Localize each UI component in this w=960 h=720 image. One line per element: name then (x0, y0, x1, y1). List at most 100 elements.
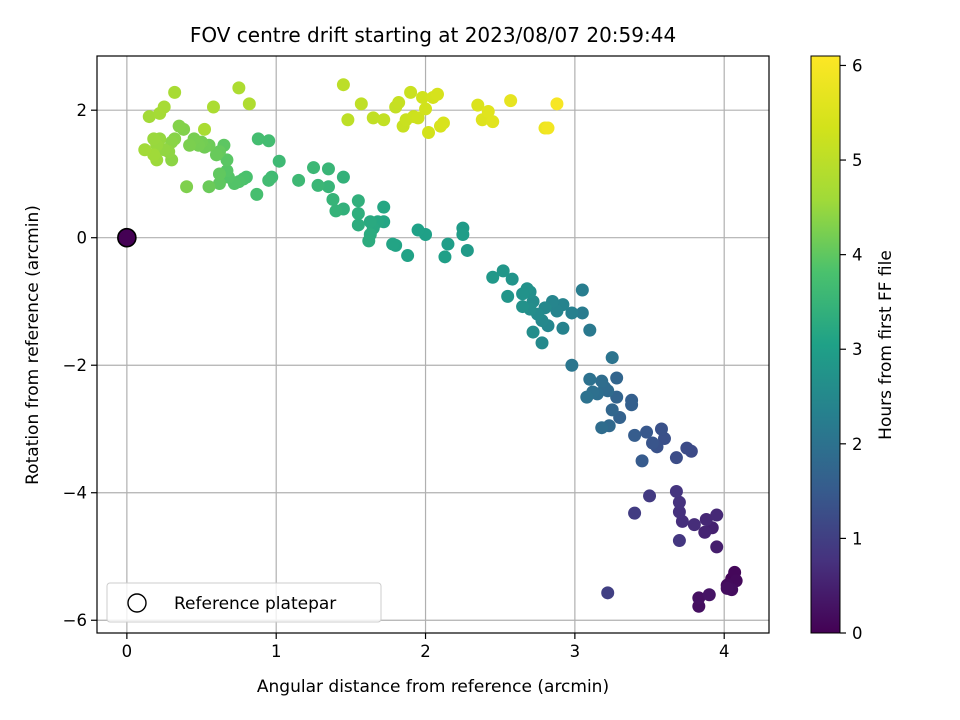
data-point (351, 218, 365, 232)
data-point (138, 143, 152, 157)
data-point (583, 323, 597, 337)
data-point (605, 403, 619, 417)
data-point (430, 87, 444, 101)
y-axis-ticks: −6 −4 −2 0 2 (63, 101, 97, 630)
data-point (601, 586, 615, 600)
data-point (354, 97, 368, 111)
data-point (460, 243, 474, 257)
data-point (416, 90, 430, 104)
data-point (341, 113, 355, 127)
data-point (516, 287, 530, 301)
data-point (251, 132, 265, 146)
data-point (441, 237, 455, 251)
reference-point-marker (117, 227, 137, 248)
data-point (628, 506, 642, 520)
data-point (419, 102, 433, 116)
colorbar-tick-label: 4 (852, 246, 863, 265)
data-point (292, 173, 306, 187)
data-point (595, 374, 609, 388)
x-axis-label: Angular distance from reference (arcmin) (257, 677, 609, 697)
data-point (635, 454, 649, 468)
data-point (198, 122, 212, 136)
data-point (336, 78, 350, 92)
data-point (456, 228, 470, 242)
data-point (401, 249, 415, 263)
data-point (565, 306, 579, 320)
data-point (698, 525, 712, 539)
data-point (436, 116, 450, 130)
data-point (209, 148, 223, 162)
data-point (672, 534, 686, 548)
data-point (516, 300, 530, 314)
data-point (262, 134, 276, 148)
data-point (486, 115, 500, 129)
data-point (610, 371, 624, 385)
x-tick-label: 3 (570, 642, 581, 661)
data-point (669, 451, 683, 465)
data-point (142, 110, 156, 124)
legend-label: Reference platepar (174, 594, 336, 614)
colorbar-tick-label: 5 (852, 151, 863, 170)
data-point (565, 358, 579, 372)
data-point (183, 138, 197, 152)
data-point (669, 484, 683, 498)
colorbar-tick-label: 3 (852, 340, 863, 359)
y-tick-label: −4 (63, 484, 87, 503)
data-points (138, 78, 743, 613)
y-axis-label: Rotation from reference (arcmin) (23, 205, 43, 485)
data-point (411, 223, 425, 237)
data-point (654, 422, 668, 436)
data-point (157, 100, 171, 114)
data-point (366, 111, 380, 125)
y-tick-label: 0 (77, 229, 88, 248)
data-point (351, 206, 365, 220)
data-point (580, 390, 594, 404)
data-point (232, 81, 246, 95)
legend-box (106, 582, 382, 623)
data-point (699, 513, 713, 527)
data-point (351, 194, 365, 208)
x-axis-ticks: 0 1 2 3 4 (122, 633, 730, 661)
data-point (550, 97, 564, 111)
colorbar-frame (810, 55, 841, 634)
data-point (377, 200, 391, 214)
colorbar-label: Hours from first FF file (876, 250, 896, 440)
x-tick-label: 2 (420, 642, 431, 661)
data-point (504, 94, 518, 108)
data-point (272, 154, 286, 168)
data-point (377, 113, 391, 127)
colorbar-tick-label: 2 (852, 435, 863, 454)
colorbar-gradient (811, 56, 840, 633)
data-point (250, 187, 264, 201)
data-point (535, 336, 549, 350)
data-point (692, 591, 706, 605)
data-point (392, 96, 406, 110)
data-point (212, 177, 226, 191)
colorbar-ticks: 0 1 2 3 4 5 6 (840, 56, 863, 643)
x-tick-label: 4 (719, 642, 730, 661)
data-point (220, 153, 234, 167)
data-point (321, 180, 335, 194)
data-point (362, 234, 376, 248)
data-point (680, 441, 694, 455)
data-point (575, 306, 589, 320)
data-point (496, 264, 510, 278)
plot-frame (96, 55, 770, 634)
data-point (720, 581, 734, 595)
data-point (262, 173, 276, 187)
data-point (643, 489, 657, 503)
data-point (206, 100, 220, 114)
data-point (404, 85, 418, 99)
colorbar-tick-label: 0 (852, 624, 863, 643)
data-point (422, 126, 436, 140)
y-tick-label: −2 (63, 356, 87, 375)
data-point (628, 428, 642, 442)
data-point (202, 180, 216, 194)
data-point (411, 111, 425, 125)
data-point (321, 162, 335, 176)
data-point (438, 250, 452, 264)
data-point (147, 132, 161, 146)
data-point (583, 372, 597, 386)
y-tick-label: 2 (77, 101, 88, 120)
